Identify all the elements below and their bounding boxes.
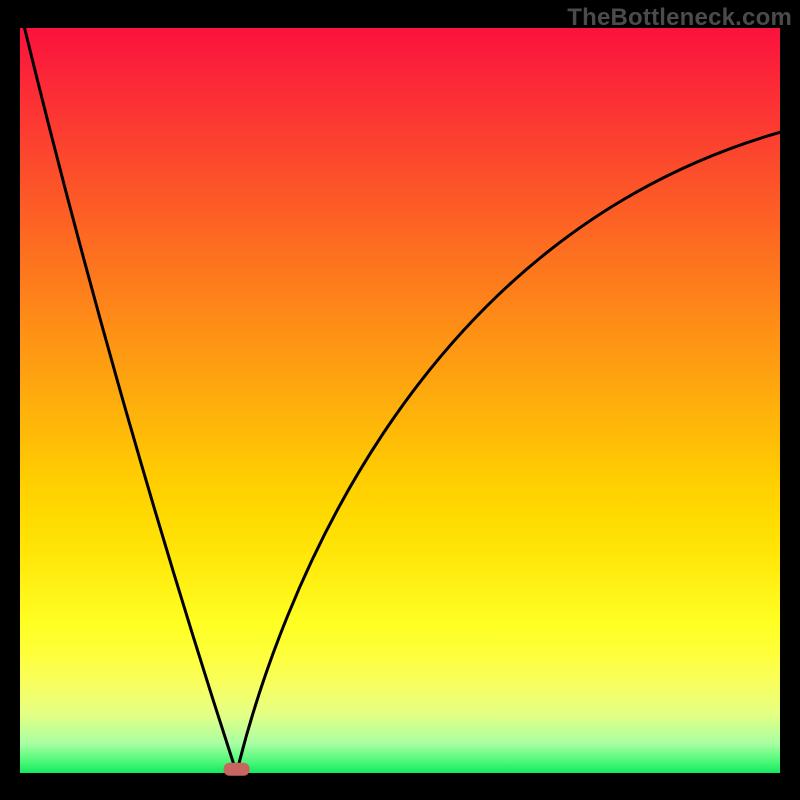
chart-container: TheBottleneck.com [0, 0, 800, 800]
plot-area [20, 28, 780, 773]
watermark-text: TheBottleneck.com [567, 4, 792, 32]
